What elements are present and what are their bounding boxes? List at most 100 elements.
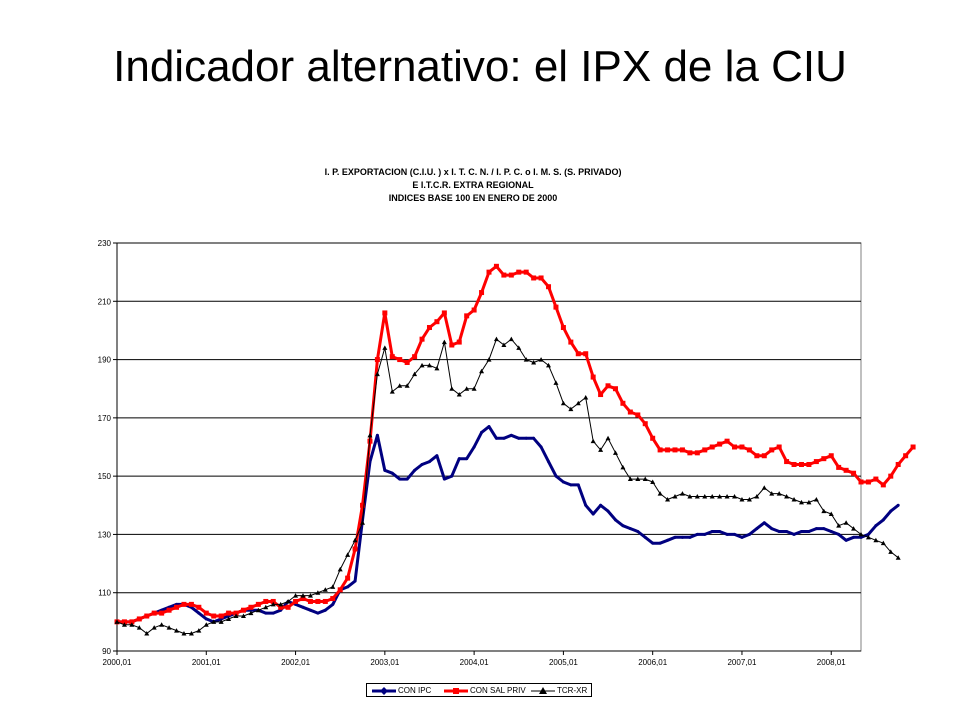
legend-swatch-con-ipc <box>372 687 396 695</box>
data-point <box>553 380 559 385</box>
data-point <box>441 310 447 316</box>
data-point <box>651 541 655 545</box>
data-point <box>635 476 641 482</box>
data-point <box>560 400 566 406</box>
data-point <box>479 368 485 374</box>
data-point <box>419 362 425 368</box>
data-point <box>621 524 625 528</box>
data-point <box>330 584 336 589</box>
data-point <box>389 389 395 394</box>
data-point <box>188 601 194 607</box>
data-point <box>798 461 804 467</box>
data-point <box>583 351 589 357</box>
data-point <box>114 619 120 624</box>
data-point <box>874 524 878 528</box>
data-point <box>248 610 254 616</box>
data-point <box>494 436 498 440</box>
data-point <box>524 436 528 440</box>
data-point <box>301 605 305 609</box>
data-point <box>508 336 514 342</box>
data-point <box>865 534 871 540</box>
data-point <box>792 532 796 536</box>
data-point <box>479 290 485 296</box>
data-point <box>389 354 395 360</box>
legend-label-tcr-xr: TCR-XR <box>557 686 588 695</box>
data-point <box>337 566 343 572</box>
x-tick-label: 2000,01 <box>103 658 132 667</box>
data-point <box>255 607 261 613</box>
data-point <box>591 512 595 516</box>
data-point <box>374 371 380 377</box>
x-tick-label: 2004,01 <box>460 658 489 667</box>
data-point <box>151 625 157 630</box>
data-point <box>806 499 812 505</box>
data-point <box>271 611 275 615</box>
y-tick-label: 90 <box>102 647 111 656</box>
data-point <box>546 362 552 368</box>
data-point <box>754 494 760 499</box>
legend-label-con-sal-priv: CON SAL PRIV <box>470 686 526 695</box>
data-point <box>486 357 492 362</box>
data-point <box>858 479 864 485</box>
data-point <box>620 464 626 470</box>
data-point <box>486 269 492 275</box>
data-point <box>843 520 849 525</box>
data-point <box>531 275 537 281</box>
data-point <box>710 530 714 534</box>
data-point <box>791 496 797 502</box>
data-point <box>285 604 291 610</box>
data-point <box>821 508 827 514</box>
data-point <box>532 436 536 440</box>
data-point <box>732 494 738 499</box>
data-point <box>360 520 366 525</box>
data-point <box>300 593 306 598</box>
data-point <box>449 342 455 348</box>
data-point <box>413 468 417 472</box>
data-point <box>517 436 521 440</box>
data-point <box>278 601 284 607</box>
data-point <box>620 400 626 406</box>
data-point <box>196 628 202 633</box>
data-point <box>673 535 677 539</box>
data-point <box>896 503 900 507</box>
data-point <box>865 479 871 485</box>
data-point <box>895 461 901 467</box>
data-point <box>487 425 491 429</box>
data-point <box>679 447 685 453</box>
slide-title: Indicador alternativo: el IPX de la CIU <box>113 42 847 91</box>
data-point <box>866 532 870 536</box>
data-point <box>367 432 373 438</box>
data-point <box>502 436 506 440</box>
data-point <box>383 468 387 472</box>
data-point <box>226 616 232 621</box>
chart-title-line-1: I. P. EXPORTACION (C.I.U. ) x I. T. C. N… <box>324 167 622 177</box>
data-point <box>575 351 581 357</box>
data-point <box>888 549 894 554</box>
data-point <box>174 628 180 633</box>
data-point <box>837 532 841 536</box>
chart-title-line-2: E I.T.C.R. EXTRA REGIONAL <box>412 180 534 190</box>
legend-label-con-ipc: CON IPC <box>398 686 432 695</box>
data-point <box>375 433 379 437</box>
series-line <box>116 338 899 634</box>
data-point <box>159 622 165 627</box>
data-point <box>672 447 678 453</box>
data-point <box>851 470 857 476</box>
data-point <box>613 518 617 522</box>
data-point <box>181 631 187 636</box>
data-point <box>501 272 507 278</box>
data-point <box>880 540 886 546</box>
data-point <box>761 485 767 490</box>
data-point <box>493 336 499 342</box>
data-point <box>762 521 766 525</box>
data-point <box>315 598 321 604</box>
data-point <box>605 383 611 389</box>
data-point <box>464 313 470 319</box>
data-point <box>346 585 350 589</box>
data-point <box>606 509 610 513</box>
data-point <box>316 611 320 615</box>
data-point <box>709 494 715 499</box>
data-point <box>657 491 663 496</box>
data-point <box>569 483 573 487</box>
data-point <box>539 445 543 449</box>
